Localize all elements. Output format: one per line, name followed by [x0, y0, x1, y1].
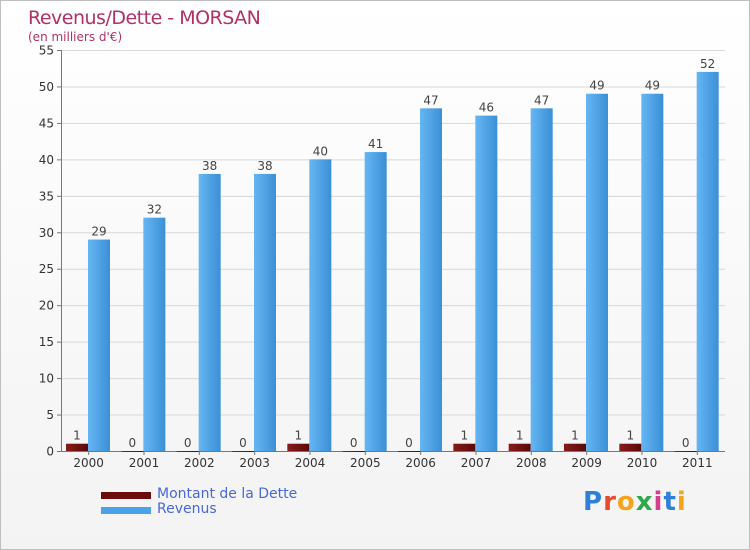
data-label-revenus-2005: 41: [368, 137, 383, 151]
grid: [61, 50, 725, 416]
data-label-revenus-2008: 47: [534, 93, 549, 107]
x-tick-label: 2000: [73, 456, 104, 470]
data-label-debt-2003: 0: [239, 436, 247, 450]
y-tick-label: 5: [46, 408, 54, 422]
data-label-debt-2009: 1: [571, 429, 579, 443]
data-label-debt-2011: 0: [682, 436, 690, 450]
data-label-debt-2000: 1: [73, 429, 81, 443]
logo-letter: i: [676, 487, 687, 517]
x-tick-label: 2007: [461, 456, 492, 470]
logo-letter: t: [663, 487, 677, 517]
data-label-debt-2004: 1: [295, 429, 303, 443]
bar-debt-2006: [398, 451, 420, 452]
data-label-debt-2002: 0: [184, 436, 192, 450]
y-tick-label: 15: [39, 335, 54, 349]
x-tick-label: 2010: [627, 456, 658, 470]
x-tick-label: 2008: [516, 456, 547, 470]
logo-letter: r: [603, 487, 617, 517]
legend-swatch-revenus: [101, 507, 151, 514]
bar-revenus-2000: [88, 239, 110, 451]
bar-revenus-2002: [198, 173, 221, 452]
bar-debt-2002: [176, 451, 199, 452]
x-tick-label: 2011: [682, 456, 713, 470]
bar-debt-2000: [66, 443, 88, 451]
data-label-debt-2010: 1: [627, 429, 635, 443]
bars: [66, 71, 719, 452]
logo-letter: x: [635, 487, 654, 517]
data-label-debt-2008: 1: [516, 429, 524, 443]
data-label-debt-2005: 0: [350, 436, 358, 450]
bar-debt-2004: [287, 443, 310, 451]
bar-debt-2011: [674, 451, 697, 452]
bar-debt-2003: [232, 451, 254, 452]
bar-revenus-2006: [420, 108, 442, 451]
data-label-debt-2006: 0: [405, 436, 413, 450]
bar-revenus-2003: [254, 173, 276, 452]
logo-letter: i: [653, 487, 664, 517]
legend-label-debt: Montant de la Dette: [157, 486, 298, 502]
y-tick-label: 10: [39, 372, 54, 386]
bar-revenus-2010: [641, 93, 664, 451]
data-label-revenus-2000: 29: [91, 225, 106, 239]
data-label-revenus-2001: 32: [147, 203, 162, 217]
data-label-revenus-2010: 49: [645, 79, 660, 93]
data-labels: 1 29 0 32 0 38 0 38 1 40 0 41 0 47 1 46 1 47 1 49 1 49 0 52: [73, 57, 715, 450]
x-tick-label: 2006: [405, 456, 436, 470]
y-tick-label: 0: [46, 445, 54, 459]
x-tick-label: 2004: [295, 456, 326, 470]
data-label-revenus-2009: 49: [589, 79, 604, 93]
y-tick-label: 45: [39, 116, 54, 130]
data-label-revenus-2002: 38: [202, 159, 217, 173]
y-tick-label: 55: [39, 44, 54, 58]
legend-label-revenus: Revenus: [157, 501, 217, 517]
y-tick-label: 20: [39, 299, 54, 313]
bar-debt-2009: [564, 443, 586, 451]
legend-swatch-debt: [101, 492, 151, 499]
y-tick-label: 50: [39, 80, 54, 94]
bar-debt-2007: [453, 443, 476, 451]
x-tick-label: 2005: [350, 456, 381, 470]
data-label-revenus-2003: 38: [257, 159, 272, 173]
bar-debt-2010: [619, 443, 642, 451]
y-tick-label: 25: [39, 262, 54, 276]
x-tick-label: 2003: [239, 456, 270, 470]
data-label-revenus-2007: 46: [479, 101, 494, 115]
bar-revenus-2007: [475, 115, 498, 452]
bar-revenus-2008: [530, 108, 553, 451]
bar-revenus-2001: [143, 217, 166, 451]
bar-revenus-2005: [364, 152, 387, 451]
data-label-revenus-2006: 47: [423, 93, 438, 107]
bar-debt-2001: [121, 451, 144, 452]
y-tick-label: 30: [39, 226, 54, 240]
y-tick-label: 35: [39, 189, 54, 203]
chart-title: Revenus/Dette - MORSAN: [28, 7, 261, 29]
bar-debt-2005: [342, 451, 365, 452]
y-tick-label: 40: [39, 153, 54, 167]
chart-subtitle: (en milliers d'€): [28, 30, 123, 44]
proxiti-logo: Proxiti: [583, 487, 687, 517]
data-label-debt-2001: 0: [129, 436, 137, 450]
bar-revenus-2011: [696, 71, 719, 451]
bar-revenus-2004: [309, 159, 332, 451]
x-tick-label: 2001: [129, 456, 160, 470]
bar-revenus-2009: [586, 93, 608, 451]
data-label-revenus-2004: 40: [313, 144, 328, 158]
data-label-revenus-2011: 52: [700, 57, 715, 71]
data-label-debt-2007: 1: [461, 429, 469, 443]
logo-letter: P: [583, 487, 604, 517]
x-tick-label: 2002: [184, 456, 215, 470]
bar-debt-2008: [508, 443, 531, 451]
x-tick-label: 2009: [571, 456, 602, 470]
logo-letter: o: [616, 487, 636, 517]
